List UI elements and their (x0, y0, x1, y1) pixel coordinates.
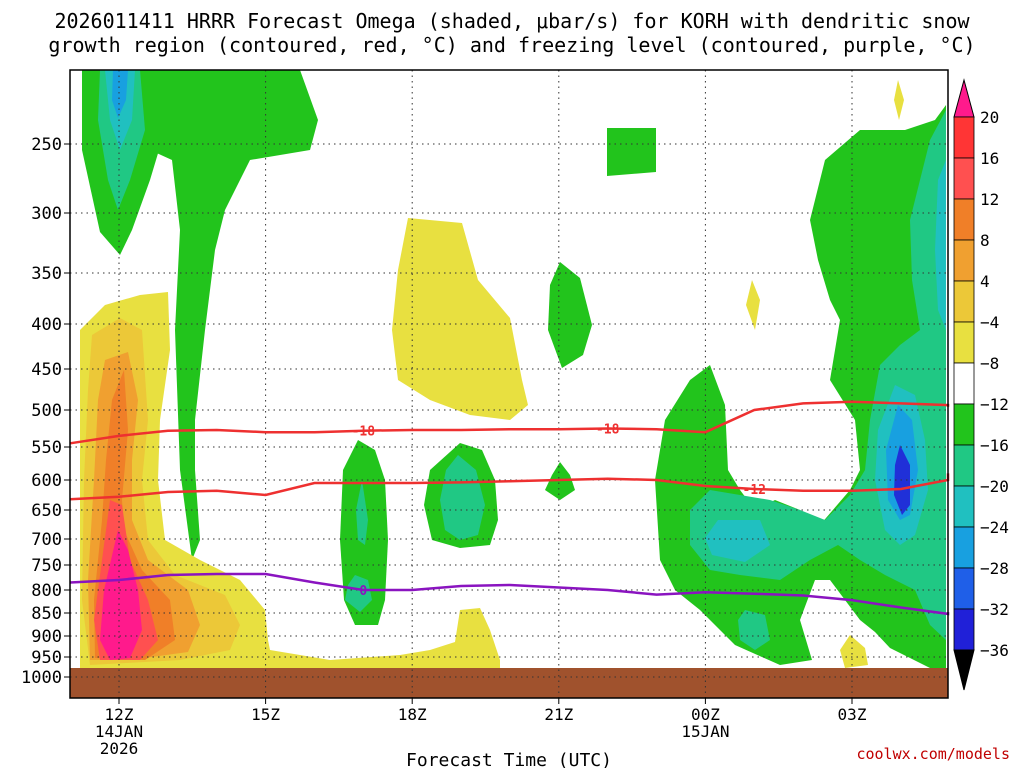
colorbar-band (953, 485, 975, 528)
colorbar-label: −4 (980, 313, 999, 332)
colorbar-band (953, 567, 975, 610)
omega-region-yellow (746, 280, 760, 330)
x-tick-label: 18Z (398, 705, 427, 724)
colorbar-top-arrow (953, 78, 975, 118)
y-tick-label: 950 (31, 648, 62, 668)
colorbar-label: 12 (980, 190, 999, 209)
omega-shading (70, 70, 948, 698)
colorbar-band (953, 362, 975, 405)
colorbar-label: 20 (980, 108, 999, 127)
y-tick-label: 550 (31, 438, 62, 458)
y-tick-label: 450 (31, 360, 62, 380)
colorbar-band (953, 444, 975, 487)
x-tick-label: 15Z (251, 705, 280, 724)
x-tick-label: 21Z (544, 705, 573, 724)
omega-region-teal (440, 455, 485, 540)
colorbar-label: −32 (980, 600, 1009, 619)
x-tick-label: 03Z (838, 705, 867, 724)
x-tick-year: 2026 (100, 739, 139, 758)
omega-region-green (548, 262, 592, 368)
x-tick-label: 00Z (691, 705, 720, 724)
colorbar-band (953, 157, 975, 200)
omega-region-cyan (935, 160, 946, 330)
colorbar-band (953, 526, 975, 569)
y-tick-label: 850 (31, 604, 62, 624)
y-tick-label: 1000 (21, 668, 62, 688)
y-tick-label: 350 (31, 264, 62, 284)
colorbar: 20 16 12 8 4 −4 −8 −12 −16 −20 −24 −28 −32 −36 (953, 78, 1009, 691)
colorbar-band (953, 198, 975, 241)
temperature-contours: -18 -18 -12 0 (69, 400, 950, 616)
colorbar-label: 8 (980, 231, 990, 250)
colorbar-label: −36 (980, 641, 1009, 660)
colorbar-band (953, 608, 975, 651)
chart-title-line-1: 2026011411 HRRR Forecast Omega (shaded, … (54, 9, 970, 33)
contour-label-minus18: -18 (596, 423, 620, 438)
y-tick-label: 800 (31, 581, 62, 601)
colorbar-label: 4 (980, 272, 990, 291)
colorbar-band (953, 239, 975, 282)
colorbar-label: −28 (980, 559, 1009, 578)
omega-region-yellow (894, 80, 904, 120)
omega-region-yellow (840, 635, 868, 668)
y-tick-label: 500 (31, 401, 62, 421)
y-tick-label: 650 (31, 501, 62, 521)
colorbar-label: −12 (980, 395, 1009, 414)
omega-region-pink (100, 530, 142, 660)
omega-region-blue (112, 70, 128, 118)
colorbar-label: −24 (980, 518, 1009, 537)
contour-minus12 (70, 473, 950, 501)
omega-region-green (135, 70, 318, 560)
colorbar-band (953, 321, 975, 364)
colorbar-label: 16 (980, 149, 999, 168)
colorbar-bottom-arrow (953, 649, 975, 691)
omega-region-teal (738, 610, 770, 650)
contour-label-minus12: -12 (743, 483, 766, 498)
x-tick-label: 12Z (105, 705, 134, 724)
omega-region-green (607, 128, 656, 176)
omega-region-teal (345, 575, 372, 612)
x-axis-label: Forecast Time (UTC) (406, 750, 612, 768)
contour-label-freezing: 0 (359, 584, 367, 599)
contour-freezing-level (70, 572, 950, 616)
x-tick-date: 14JAN (95, 722, 143, 741)
chart-title-line-2: growth region (contoured, red, °C) and f… (48, 33, 976, 57)
y-tick-label: 700 (31, 530, 62, 550)
contour-label-minus18: -18 (352, 425, 376, 440)
x-tick-date: 15JAN (681, 722, 729, 741)
y-axis: 250 300 350 400 450 500 550 600 650 700 750 800 850 9… (21, 135, 70, 688)
y-tick-label: 400 (31, 315, 62, 335)
colorbar-band (953, 403, 975, 446)
y-tick-label: 600 (31, 471, 62, 491)
omega-region-cyan (705, 520, 770, 562)
contour-minus18 (69, 400, 950, 445)
colorbar-band (953, 280, 975, 323)
omega-region-teal (356, 480, 368, 545)
y-tick-label: 300 (31, 204, 62, 224)
plot-frame (69, 69, 949, 699)
ground-below-surface (70, 668, 948, 698)
colorbar-band (953, 116, 975, 159)
y-tick-label: 900 (31, 627, 62, 647)
colorbar-label: −8 (980, 354, 999, 373)
site-credit: coolwx.com/models (856, 745, 1010, 763)
y-tick-label: 750 (31, 556, 62, 576)
colorbar-label: −16 (980, 436, 1009, 455)
gridlines (70, 70, 948, 698)
colorbar-label: −20 (980, 477, 1009, 496)
y-tick-label: 250 (31, 135, 62, 155)
